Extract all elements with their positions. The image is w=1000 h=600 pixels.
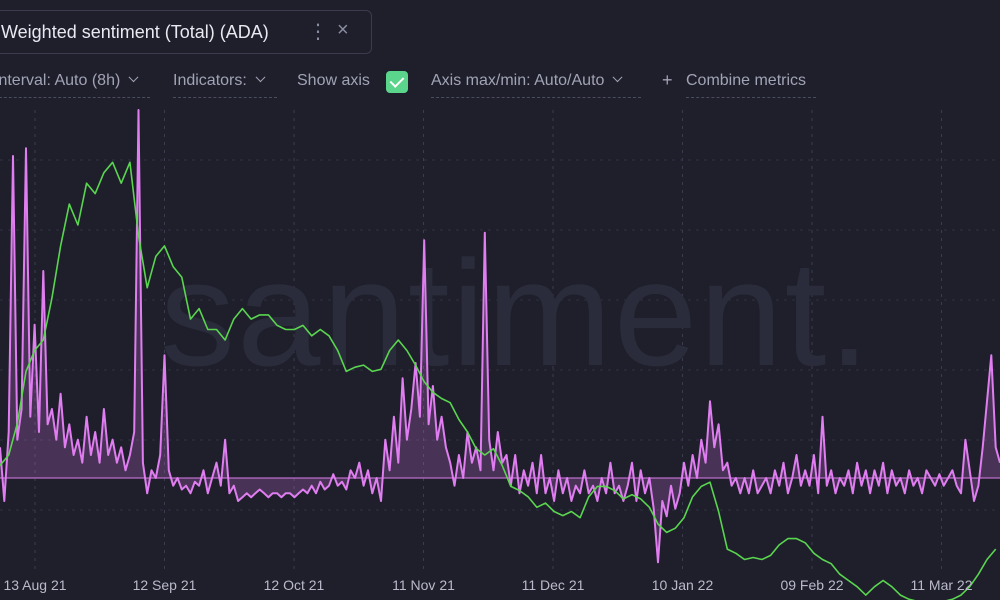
- x-tick-label: 12 Oct 21: [264, 577, 325, 593]
- x-tick-label: 11 Mar 22: [911, 577, 973, 593]
- sentiment-series: [0, 109, 1000, 564]
- axis-maxmin-label: Axis max/min: Auto/Auto: [431, 72, 605, 89]
- combine-metrics-button[interactable]: Combine metrics: [686, 68, 816, 98]
- plus-icon: +: [662, 70, 673, 90]
- show-axis-checkbox[interactable]: [386, 71, 408, 93]
- price-series: [0, 161, 997, 600]
- grid: [0, 110, 1000, 570]
- x-tick-label: 10 Jan 22: [652, 577, 714, 593]
- price-line: [0, 161, 997, 600]
- sentiment-line: [0, 109, 1000, 564]
- x-axis-ticks: 13 Aug 21 12 Sep 21 12 Oct 21 11 Nov 21 11 D…: [3, 577, 972, 593]
- metric-title: Weighted sentiment (Total) (ADA): [1, 22, 269, 42]
- metric-chip: Weighted sentiment (Total) (ADA) ⋮ ×: [0, 10, 372, 54]
- x-tick-label: 13 Aug 21: [3, 577, 66, 593]
- indicators-label: Indicators:: [173, 72, 247, 89]
- axis-maxmin-dropdown[interactable]: Axis max/min: Auto/Auto: [431, 68, 641, 98]
- interval-dropdown[interactable]: Interval: Auto (8h): [0, 68, 150, 98]
- x-tick-label: 12 Sep 21: [133, 577, 197, 593]
- sentiment-area: [0, 110, 1000, 563]
- combine-metrics-label: Combine metrics: [686, 72, 807, 89]
- interval-label: Interval: Auto (8h): [0, 72, 121, 89]
- indicators-dropdown[interactable]: Indicators:: [173, 68, 277, 98]
- close-icon[interactable]: ×: [337, 19, 349, 41]
- x-tick-label: 09 Feb 22: [780, 577, 843, 593]
- show-axis-label: Show axis: [297, 72, 370, 89]
- x-tick-label: 11 Nov 21: [392, 577, 455, 593]
- x-tick-label: 11 Dec 21: [522, 577, 585, 593]
- more-vertical-icon[interactable]: ⋮: [308, 21, 328, 43]
- chart-toolbar: Interval: Auto (8h) Indicators: Show axi…: [0, 68, 1000, 100]
- watermark: santiment.: [160, 229, 872, 397]
